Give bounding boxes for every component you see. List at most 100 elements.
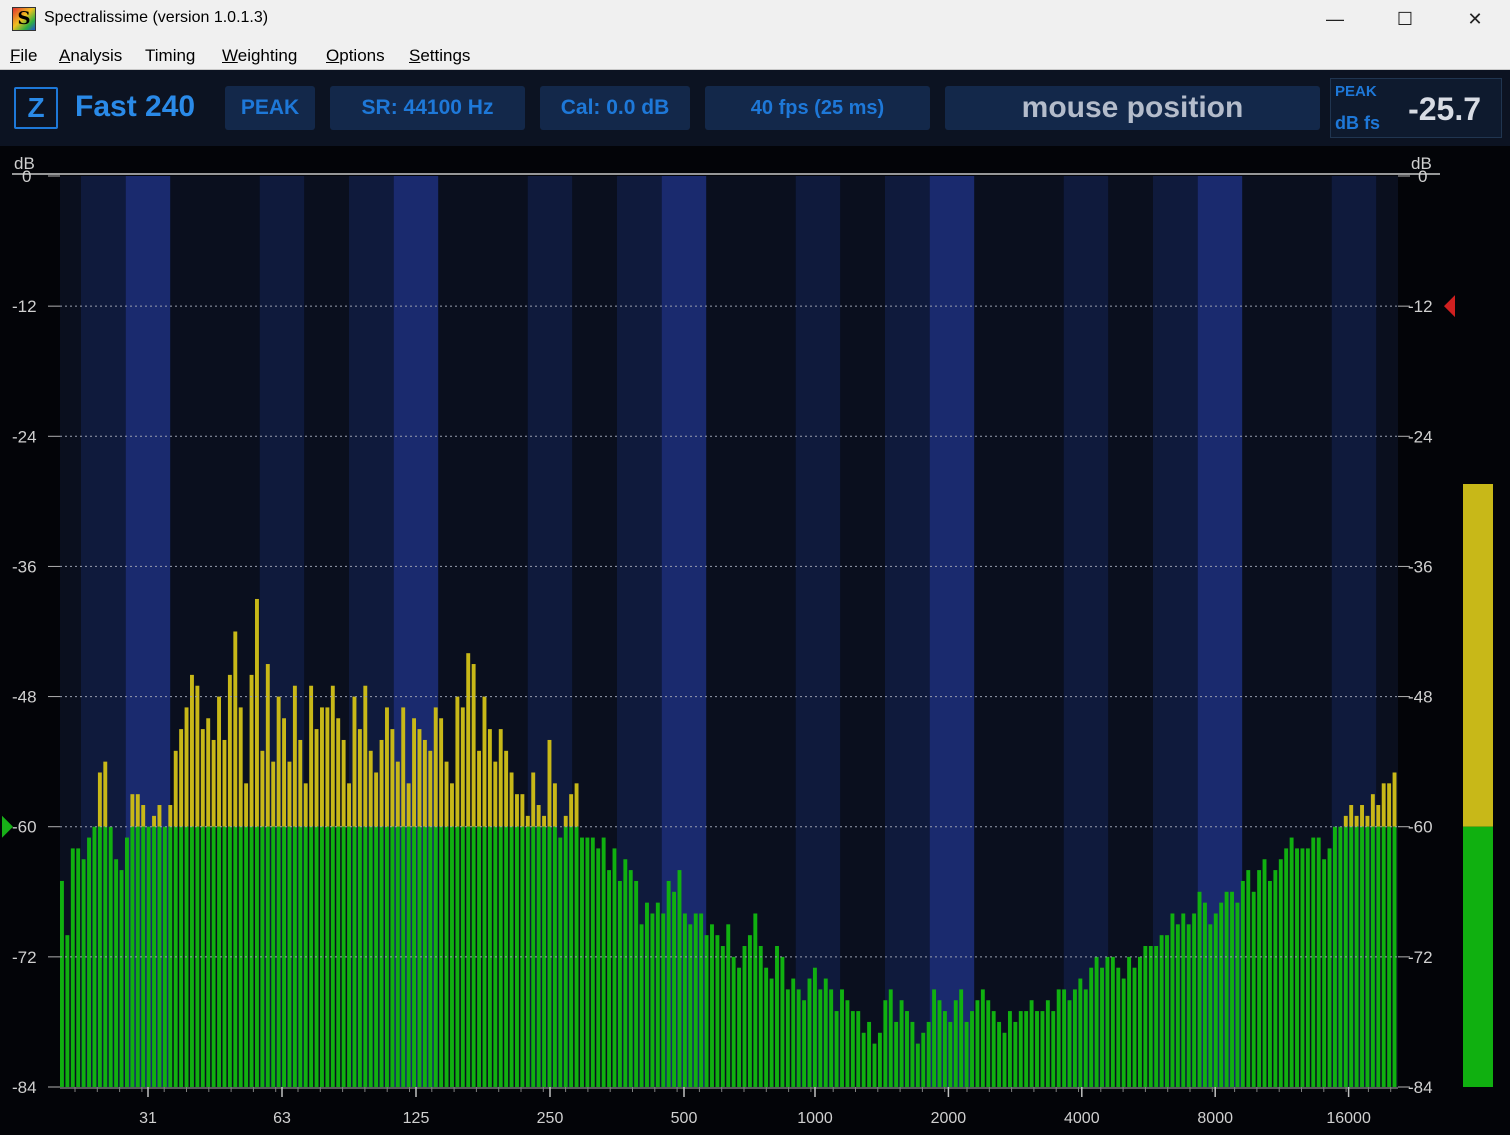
x-tick-label: 31 bbox=[139, 1110, 157, 1127]
timing-mode-label[interactable]: Fast 240 bbox=[75, 90, 196, 123]
spectrum-bar-over bbox=[287, 761, 292, 827]
spectrum-bar-over bbox=[320, 707, 324, 827]
maximize-button[interactable]: ☐ bbox=[1396, 9, 1414, 29]
spectrum-plot[interactable]: 0 0 -12 -12 -24 -24 -36 -36 -48 -48 -60 -60 -72 -72 -8… bbox=[0, 146, 1510, 1135]
spectrum-bar-over bbox=[309, 685, 314, 827]
spectrum-bar bbox=[672, 891, 677, 1087]
spectrum-bar bbox=[520, 826, 525, 1087]
y-tick-label-left: -72 bbox=[12, 948, 37, 967]
spectrum-bar bbox=[536, 826, 541, 1087]
spectrum-bar-over bbox=[450, 783, 454, 827]
frame-rate-button[interactable]: 40 fps (25 ms) bbox=[705, 86, 930, 130]
spectrum-bar bbox=[802, 1000, 807, 1087]
spectrum-bar bbox=[487, 826, 492, 1087]
spectrum-bar bbox=[70, 848, 75, 1087]
spectrum-bar bbox=[1007, 1011, 1012, 1087]
spectrum-bar bbox=[547, 826, 552, 1087]
y-tick-label-right: -72 bbox=[1408, 948, 1433, 967]
freq-band bbox=[1019, 176, 1064, 1087]
spectrum-bar bbox=[910, 1021, 915, 1087]
spectrum-bar bbox=[1045, 1000, 1050, 1087]
spectrum-bar bbox=[206, 826, 211, 1087]
y-tick-label-left: -60 bbox=[12, 818, 37, 837]
spectrum-bar bbox=[693, 913, 698, 1087]
minimize-button[interactable]: — bbox=[1326, 9, 1344, 29]
spectrum-bar-over bbox=[265, 664, 270, 827]
spectrum-bar bbox=[1360, 826, 1364, 1087]
spectrum-bar bbox=[807, 978, 812, 1087]
spectrum-bar bbox=[747, 935, 752, 1087]
spectrum-bar bbox=[877, 1032, 882, 1087]
weighting-z-button[interactable]: Z bbox=[14, 87, 58, 129]
y-tick-label-right: -24 bbox=[1408, 427, 1433, 446]
spectrum-bar-over bbox=[379, 739, 384, 827]
spectrum-bar-over bbox=[195, 685, 200, 827]
spectrum-bar bbox=[222, 826, 227, 1087]
threshold-marker-left[interactable] bbox=[2, 815, 13, 838]
spectrum-bar bbox=[135, 826, 140, 1087]
menu-timing[interactable]: Timing bbox=[145, 46, 195, 66]
spectrum-bar bbox=[764, 967, 769, 1087]
spectrum-bar-over bbox=[352, 696, 357, 827]
spectrum-bar bbox=[1148, 946, 1153, 1087]
spectrum-bar-over bbox=[1381, 783, 1386, 827]
spectrum-bar bbox=[157, 826, 162, 1087]
freq-band bbox=[751, 176, 796, 1087]
peak-marker-right[interactable] bbox=[1444, 295, 1455, 318]
spectrum-bar bbox=[1186, 924, 1191, 1087]
spectrum-bar-over bbox=[504, 750, 509, 827]
calibration-button[interactable]: Cal: 0.0 dB bbox=[540, 86, 690, 130]
spectrum-bar bbox=[818, 989, 823, 1087]
menu-file[interactable]: File bbox=[10, 46, 37, 66]
spectrum-bar bbox=[1235, 902, 1240, 1087]
close-button[interactable]: ✕ bbox=[1467, 9, 1483, 29]
freq-band bbox=[840, 176, 885, 1087]
spectrum-bar bbox=[1181, 913, 1186, 1087]
spectrum-bar bbox=[905, 1011, 909, 1087]
spectrum-bar bbox=[1376, 826, 1381, 1087]
spectrum-bar bbox=[612, 848, 617, 1087]
menu-bar: File Analysis Timing Weighting Options S… bbox=[0, 40, 1510, 70]
spectrum-bar bbox=[119, 870, 124, 1087]
y-tick-label-left: -12 bbox=[12, 297, 37, 316]
spectrum-bar-over bbox=[341, 739, 346, 827]
spectrum-bar-over bbox=[282, 718, 286, 827]
sample-rate-button[interactable]: SR: 44100 Hz bbox=[330, 86, 525, 130]
spectrum-chart[interactable]: 0 0 -12 -12 -24 -24 -36 -36 -48 -48 -60 -60 -72 -72 -8… bbox=[0, 146, 1510, 1135]
spectrum-bar bbox=[1083, 989, 1088, 1087]
spectrum-bar bbox=[1165, 935, 1169, 1087]
spectrum-bar bbox=[347, 826, 352, 1087]
spectrum-bar bbox=[1192, 913, 1197, 1087]
spectrum-bar bbox=[899, 1000, 904, 1087]
spectrum-bar bbox=[726, 924, 731, 1087]
spectrum-bar-over bbox=[298, 739, 303, 827]
menu-analysis[interactable]: Analysis bbox=[59, 46, 122, 66]
spectrum-bar bbox=[645, 902, 649, 1087]
spectrum-bar-over bbox=[168, 805, 173, 827]
spectrum-bar bbox=[1018, 1011, 1023, 1087]
menu-weighting[interactable]: Weighting bbox=[222, 46, 297, 66]
spectrum-bar-over bbox=[130, 794, 135, 827]
freq-band bbox=[1063, 176, 1109, 1087]
spectrum-bar bbox=[932, 989, 937, 1087]
spectrum-bar bbox=[596, 848, 601, 1087]
freq-band bbox=[795, 176, 841, 1087]
spectrum-bar bbox=[276, 826, 281, 1087]
menu-options[interactable]: Options bbox=[326, 46, 385, 66]
menu-file-accel: F bbox=[10, 46, 21, 65]
spectrum-bar bbox=[926, 1021, 931, 1087]
spectrum-bar-over bbox=[179, 729, 184, 827]
spectrum-bar-over bbox=[222, 739, 227, 827]
spectrum-bar-over bbox=[368, 750, 373, 827]
spectrum-bar bbox=[1159, 935, 1164, 1087]
spectrum-bar bbox=[1273, 870, 1278, 1087]
detector-button[interactable]: PEAK bbox=[225, 86, 315, 130]
spectrum-bar bbox=[466, 826, 471, 1087]
menu-settings[interactable]: Settings bbox=[409, 46, 470, 66]
spectrum-bar bbox=[1067, 1000, 1072, 1087]
menu-settings-label: ettings bbox=[420, 46, 471, 65]
spectrum-bar bbox=[1127, 956, 1132, 1087]
spectrum-bar bbox=[455, 826, 460, 1087]
spectrum-bar bbox=[948, 1021, 953, 1087]
spectrum-bar bbox=[688, 924, 693, 1087]
